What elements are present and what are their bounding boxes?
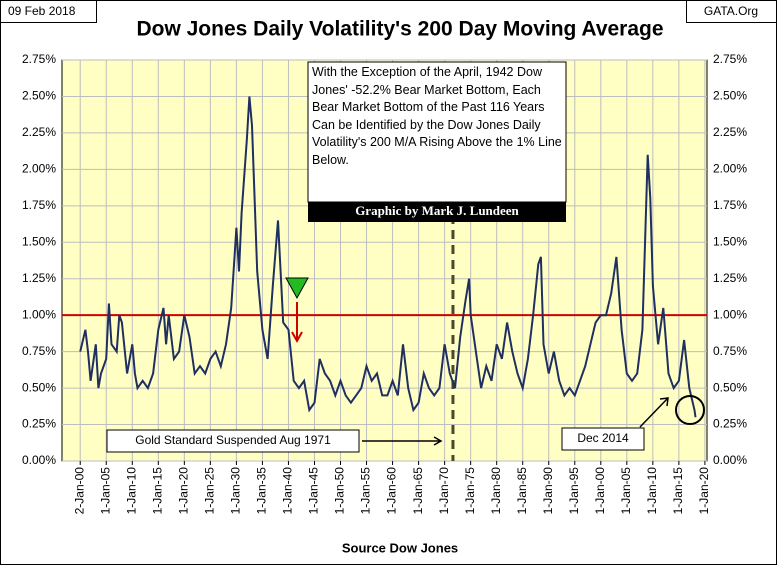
y-tick-label: 0.25% xyxy=(22,417,56,431)
data-line xyxy=(79,96,697,418)
y-tick-label: 2.50% xyxy=(22,89,56,103)
y2-tick-label: 0.00% xyxy=(713,453,747,467)
site: GATA.Org xyxy=(704,4,758,18)
y-tick-label: 2.75% xyxy=(22,52,56,66)
note-wrap: With the Exception of the April, 1942 Do… xyxy=(312,65,562,167)
y2-tick-label: 1.25% xyxy=(713,271,747,285)
date: 09 Feb 2018 xyxy=(8,4,76,18)
y2-tick-label: 2.75% xyxy=(713,52,747,66)
x-tick-label: 1-Jan-35 xyxy=(255,467,269,515)
annotation-arrow xyxy=(362,436,443,446)
x-tick-label: 1-Jan-30 xyxy=(229,467,243,515)
credit-box xyxy=(308,202,566,222)
chart-title: Dow Jones Daily Volatility's 200 Day Mov… xyxy=(136,18,663,41)
date-box xyxy=(0,0,97,23)
x-tick-label: 1-Jan-45 xyxy=(307,467,321,515)
x-tick-label: 1-Jan-75 xyxy=(463,467,477,515)
x-tick-label: 1-Jan-80 xyxy=(489,467,503,515)
y-tick-label: 1.50% xyxy=(22,234,56,248)
x-tick-label: 1-Jan-25 xyxy=(203,467,217,515)
x-tick-label: 1-Jan-20 xyxy=(177,467,191,515)
annotation-box xyxy=(106,429,360,453)
y2-tick-label: 0.50% xyxy=(713,380,747,394)
y-tick-label: 1.00% xyxy=(22,307,56,321)
highlight-circle xyxy=(675,395,705,425)
x-tick-label: 1-Jan-15 xyxy=(150,467,164,515)
y-tick-label: 2.25% xyxy=(22,125,56,139)
y2-tick-label: 1.75% xyxy=(713,198,747,212)
x-tick-label: 1-Jan-90 xyxy=(541,467,555,515)
note: With the Exception of the April, 1942 Do… xyxy=(312,65,562,167)
x-tick-label: 1-Jan-05 xyxy=(619,467,633,515)
credit: Graphic by Mark J. Lundeen xyxy=(355,203,519,218)
y-tick-label: 2.00% xyxy=(22,162,56,176)
x-tick-label: 1-Jan-50 xyxy=(333,467,347,515)
y2-tick-label: 1.00% xyxy=(713,307,747,321)
y2-tick-label: 0.25% xyxy=(713,417,747,431)
annotation-box xyxy=(561,427,645,451)
x-tick-label: 1-Jan-00 xyxy=(593,467,607,515)
annotation-arrow xyxy=(639,397,669,428)
y-tick-label: 1.75% xyxy=(22,198,56,212)
y2-tick-label: 2.00% xyxy=(713,162,747,176)
x-tick-label: 1-Jan-60 xyxy=(385,467,399,515)
y2-tick-label: 2.25% xyxy=(713,125,747,139)
marker-arrow xyxy=(291,302,303,344)
x-tick-label: 2-Jan-00 xyxy=(72,467,86,515)
annotation: Dec 2014 xyxy=(577,431,629,445)
x-tick-label: 1-Jan-95 xyxy=(567,467,581,515)
x-tick-label: 1-Jan-10 xyxy=(124,467,138,515)
y-tick-label: 0.00% xyxy=(22,453,56,467)
x-tick-label: 1-Jan-40 xyxy=(281,467,295,515)
x-tick-label: 1-Jan-70 xyxy=(437,467,451,515)
annotation: Gold Standard Suspended Aug 1971 xyxy=(135,433,331,447)
x-axis-label: Source Dow Jones xyxy=(342,540,458,555)
x-tick-label: 1-Jan-10 xyxy=(645,467,659,515)
x-tick-label: 1-Jan-65 xyxy=(411,467,425,515)
y-tick-label: 0.75% xyxy=(22,344,56,358)
y2-tick-label: 1.50% xyxy=(713,234,747,248)
x-tick-label: 1-Jan-55 xyxy=(359,467,373,515)
x-tick-label: 1-Jan-85 xyxy=(515,467,529,515)
x-tick-label: 1-Jan-15 xyxy=(671,467,685,515)
marker-triangle xyxy=(285,277,309,300)
y-tick-label: 1.25% xyxy=(22,271,56,285)
y2-tick-label: 2.50% xyxy=(713,89,747,103)
note-box xyxy=(307,61,567,203)
y2-tick-label: 0.75% xyxy=(713,344,747,358)
x-tick-label: 1-Jan-20 xyxy=(697,467,711,515)
y-tick-label: 0.50% xyxy=(22,380,56,394)
x-tick-label: 1-Jan-05 xyxy=(98,467,112,515)
